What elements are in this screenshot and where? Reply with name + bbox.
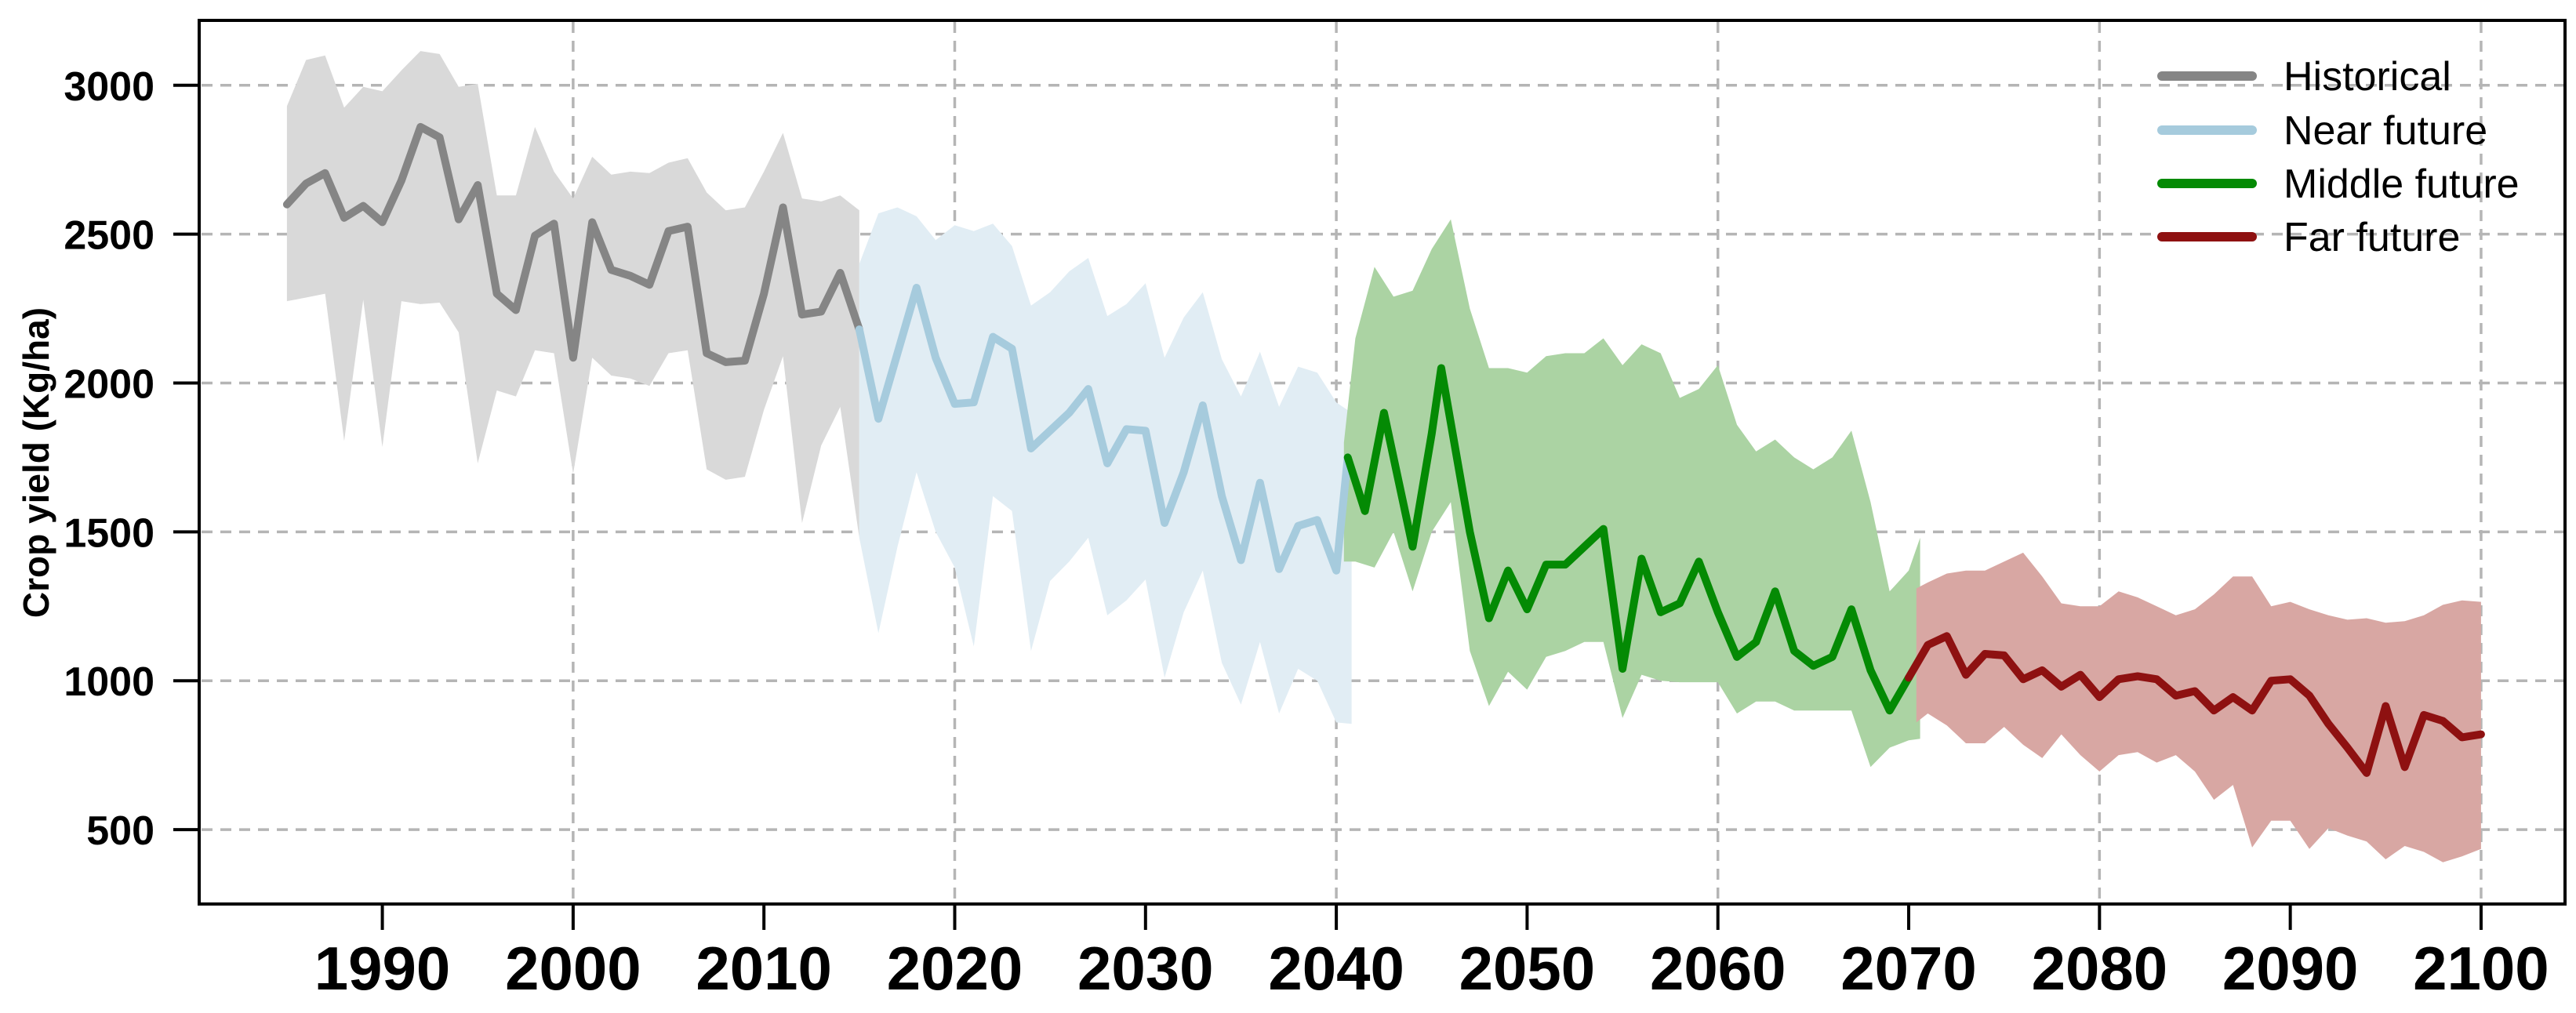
y-tick-label: 3000 xyxy=(64,64,154,110)
legend-label-middle-future: Middle future xyxy=(2284,162,2520,207)
legend: Historical Near future Middle future Far fu… xyxy=(2157,54,2520,260)
historical-band xyxy=(286,51,859,538)
x-tick-label: 2100 xyxy=(2413,934,2549,1003)
y-tick-label: 2000 xyxy=(64,361,154,407)
x-tick-label: 2010 xyxy=(696,934,832,1003)
x-tick-label: 2050 xyxy=(1459,934,1596,1003)
legend-label-far-future: Far future xyxy=(2284,215,2460,260)
x-tick-label: 2090 xyxy=(2222,934,2359,1003)
x-tick-label: 2040 xyxy=(1268,934,1404,1003)
x-tick-label: 1990 xyxy=(314,934,451,1003)
plot-frame xyxy=(198,19,2567,906)
plot-border xyxy=(198,19,2567,906)
historical-line xyxy=(282,122,863,366)
y-axis-title: Crop yield (Kg/ha) xyxy=(16,307,56,618)
uncertainty-bands xyxy=(286,51,2481,862)
x-tick-label: 2070 xyxy=(1840,934,1977,1003)
series-lines xyxy=(282,122,2485,777)
y-tick-label: 2500 xyxy=(64,213,154,259)
x-tick-label: 2080 xyxy=(2032,934,2168,1003)
far-future-band xyxy=(1916,552,2481,862)
x-tick-label: 2030 xyxy=(1077,934,1214,1003)
y-tick-label: 500 xyxy=(86,808,154,854)
axes-ticks-labels: 1990 2000 2010 2020 2030 2040 2050 2060 2070 2080… xyxy=(16,64,2549,1003)
middle-future-line xyxy=(1343,364,1913,715)
legend-label-near-future: Near future xyxy=(2284,108,2487,154)
x-tick-label: 2020 xyxy=(887,934,1023,1003)
x-tick-label: 2000 xyxy=(505,934,641,1003)
x-tick-label: 2060 xyxy=(1650,934,1786,1003)
y-tick-label: 1500 xyxy=(64,510,154,556)
legend-label-historical: Historical xyxy=(2284,54,2451,100)
y-tick-label: 1000 xyxy=(64,659,154,705)
near-future-line xyxy=(855,284,1352,575)
middle-future-band xyxy=(1343,219,1920,768)
far-future-line xyxy=(1905,632,2485,777)
